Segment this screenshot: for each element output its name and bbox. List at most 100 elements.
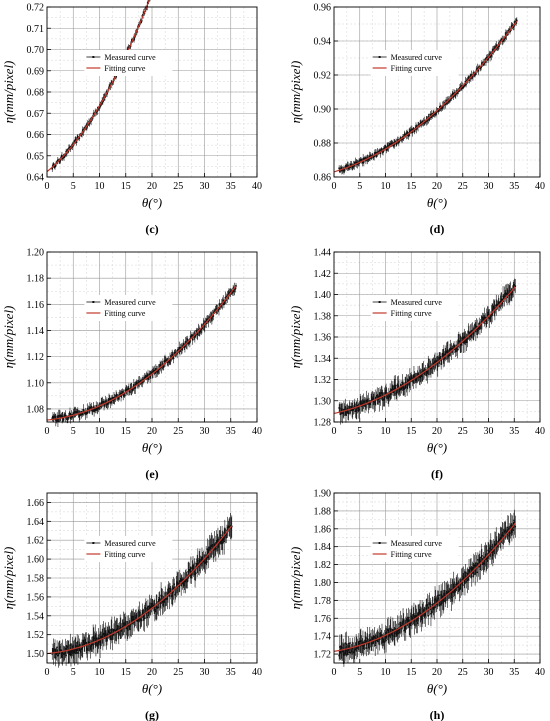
measured-point [66, 152, 68, 155]
measured-point [500, 298, 503, 301]
measured-point [130, 622, 133, 625]
measured-point [506, 290, 509, 292]
measured-point [419, 374, 422, 377]
measured-point [437, 597, 440, 600]
y-tick-label: 1.90 [314, 489, 332, 500]
measured-point [441, 595, 444, 598]
y-tick-label: 1.86 [314, 524, 332, 535]
measured-point [185, 579, 188, 582]
panel-label: (f) [431, 467, 443, 481]
measured-point [225, 299, 227, 301]
measured-point [398, 140, 401, 142]
measured-point [68, 653, 71, 656]
measured-point [445, 350, 448, 352]
measured-point [479, 327, 481, 329]
measured-point [492, 550, 495, 552]
measured-point [410, 615, 413, 618]
measured-point [358, 640, 360, 643]
x-tick-label: 25 [458, 181, 468, 192]
measured-curve-line [51, 0, 150, 169]
measured-point [354, 161, 357, 164]
measured-point [184, 346, 186, 348]
measured-point [232, 287, 234, 290]
y-tick-label: 1.18 [27, 274, 45, 285]
measured-point [194, 334, 197, 337]
measured-point [179, 580, 181, 582]
measured-point [494, 543, 496, 546]
measured-point [417, 373, 419, 375]
measured-point [172, 357, 175, 360]
measured-point [494, 46, 497, 49]
measured-point [230, 527, 232, 530]
panel-label: (c) [145, 222, 158, 236]
measured-point [470, 575, 473, 578]
measured-point [513, 284, 516, 286]
measured-point [411, 379, 414, 382]
measured-point [406, 386, 408, 389]
measured-point [408, 626, 410, 629]
measured-point [62, 415, 64, 418]
legend-measured-marker [378, 301, 381, 303]
measured-point [97, 407, 100, 410]
measured-point [68, 650, 70, 653]
measured-point [431, 604, 434, 606]
measured-point [90, 645, 92, 647]
measured-point [394, 384, 397, 387]
measured-point [492, 305, 495, 308]
measured-point [54, 656, 57, 659]
measured-point [505, 531, 508, 533]
y-tick-label: 1.08 [27, 404, 45, 415]
measured-point [479, 67, 482, 70]
measured-point [441, 602, 443, 604]
y-tick-label: 1.34 [314, 354, 332, 365]
measured-point [396, 392, 398, 394]
legend-measured-label: Measured curve [104, 53, 156, 62]
measured-point [102, 400, 105, 403]
measured-point [417, 123, 420, 126]
measured-point [393, 141, 395, 144]
measured-point [349, 651, 352, 654]
measured-point [397, 632, 400, 635]
measured-point [57, 159, 60, 161]
legend-measured-label: Measured curve [391, 53, 443, 62]
measured-point [60, 156, 63, 159]
measured-point [390, 633, 393, 635]
measured-point [86, 649, 88, 651]
measured-point [67, 418, 69, 421]
measured-point [362, 647, 365, 650]
measured-point [411, 618, 414, 621]
measured-point [91, 117, 94, 120]
measured-point [512, 26, 515, 28]
measured-point [501, 302, 504, 305]
measured-point [387, 635, 390, 638]
measured-point [484, 58, 487, 61]
measured-point [109, 402, 112, 404]
measured-point [76, 410, 79, 413]
measured-point [185, 341, 188, 344]
measured-point [231, 291, 234, 294]
measured-point [71, 146, 74, 148]
measured-point [347, 642, 350, 645]
measured-point [142, 619, 145, 621]
measured-point [207, 320, 210, 323]
measured-point [369, 154, 372, 157]
measured-point [396, 139, 399, 141]
measured-point [470, 567, 472, 570]
measured-point [190, 576, 193, 579]
measured-point [89, 406, 92, 409]
y-tick-label: 0.64 [27, 173, 45, 184]
panel-label: (h) [430, 708, 445, 721]
measured-point [437, 110, 440, 113]
measured-point [52, 416, 54, 418]
measured-point [189, 574, 192, 576]
y-tick-label: 0.67 [27, 109, 45, 120]
measured-point [371, 398, 374, 401]
measured-point [168, 595, 171, 597]
measured-point [52, 417, 55, 419]
measured-point [221, 541, 224, 544]
measured-point [375, 637, 377, 640]
measured-point [129, 628, 131, 631]
measured-point [141, 610, 144, 612]
measured-point [360, 640, 362, 642]
measured-point [347, 167, 350, 170]
